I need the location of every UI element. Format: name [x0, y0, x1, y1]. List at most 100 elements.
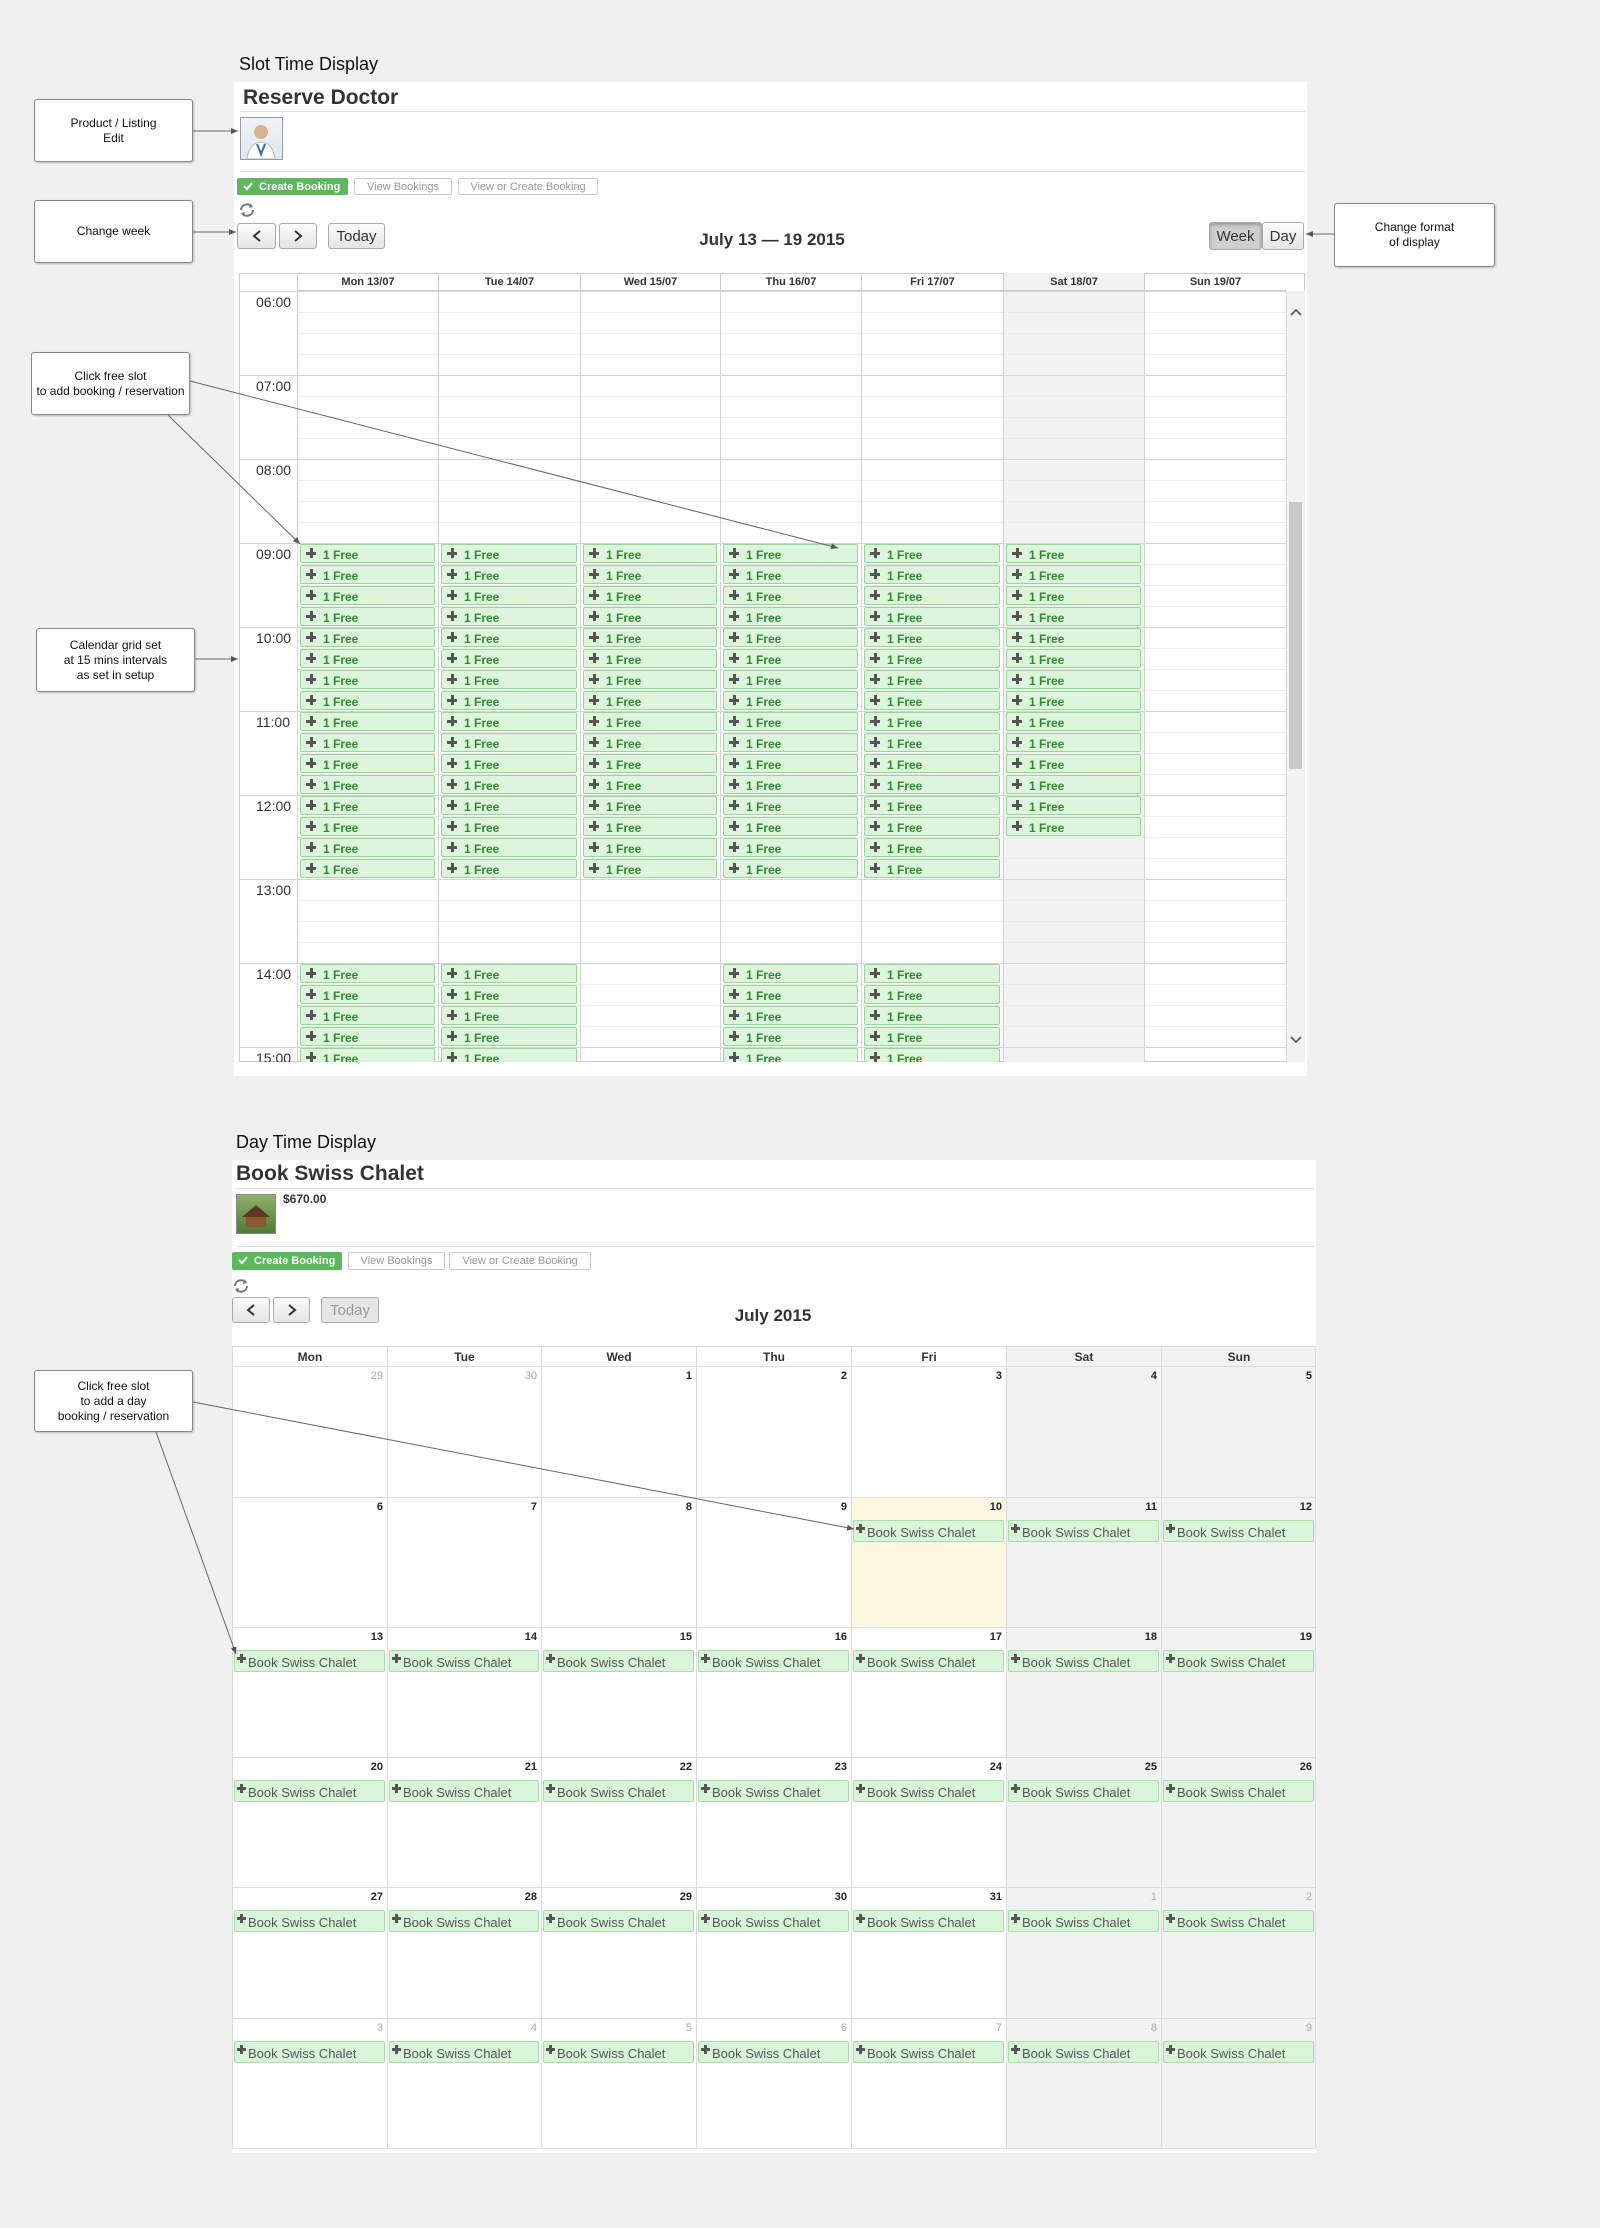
free-slot[interactable]: 1 Free [864, 565, 1000, 584]
free-slot[interactable]: 1 Free [723, 796, 858, 815]
free-slot[interactable]: 1 Free [864, 544, 1000, 563]
free-slot[interactable]: 1 Free [723, 838, 858, 857]
free-slot[interactable]: 1 Free [723, 733, 858, 752]
free-slot[interactable]: 1 Free [441, 649, 577, 668]
day-booking[interactable]: Book Swiss Chalet [389, 1910, 539, 1932]
day-booking[interactable]: Book Swiss Chalet [389, 1650, 539, 1672]
day-booking[interactable]: Book Swiss Chalet [389, 1780, 539, 1802]
free-slot[interactable]: 1 Free [300, 586, 435, 605]
day-booking[interactable]: Book Swiss Chalet [543, 1650, 694, 1672]
free-slot[interactable]: 1 Free [723, 628, 858, 647]
free-slot[interactable]: 1 Free [583, 565, 717, 584]
day-booking[interactable]: Book Swiss Chalet [1163, 1520, 1314, 1542]
free-slot[interactable]: 1 Free [864, 775, 1000, 794]
free-slot[interactable]: 1 Free [864, 964, 1000, 983]
free-slot[interactable]: 1 Free [441, 985, 577, 1004]
free-slot[interactable]: 1 Free [300, 964, 435, 983]
day-booking[interactable]: Book Swiss Chalet [853, 2041, 1004, 2063]
create-booking-button[interactable]: Create Booking [237, 178, 348, 195]
free-slot[interactable]: 1 Free [723, 649, 858, 668]
free-slot[interactable]: 1 Free [583, 628, 717, 647]
free-slot[interactable]: 1 Free [583, 817, 717, 836]
free-slot[interactable]: 1 Free [1006, 754, 1141, 773]
scroll-arrow[interactable] [1290, 308, 1302, 316]
free-slot[interactable]: 1 Free [441, 712, 577, 731]
free-slot[interactable]: 1 Free [864, 607, 1000, 626]
day-booking[interactable]: Book Swiss Chalet [1008, 1780, 1159, 1802]
free-slot[interactable]: 1 Free [441, 607, 577, 626]
free-slot[interactable]: 1 Free [864, 628, 1000, 647]
free-slot[interactable]: 1 Free [583, 796, 717, 815]
day-booking[interactable]: Book Swiss Chalet [234, 1910, 385, 1932]
free-slot[interactable]: 1 Free [1006, 733, 1141, 752]
free-slot[interactable]: 1 Free [300, 691, 435, 710]
free-slot[interactable]: 1 Free [723, 817, 858, 836]
free-slot[interactable]: 1 Free [300, 712, 435, 731]
next-button[interactable] [273, 1297, 310, 1323]
free-slot[interactable]: 1 Free [300, 544, 435, 563]
free-slot[interactable]: 1 Free [723, 985, 858, 1004]
free-slot[interactable]: 1 Free [300, 607, 435, 626]
free-slot[interactable]: 1 Free [300, 775, 435, 794]
free-slot[interactable]: 1 Free [723, 859, 858, 878]
free-slot[interactable]: 1 Free [300, 733, 435, 752]
free-slot[interactable]: 1 Free [583, 712, 717, 731]
day-booking[interactable]: Book Swiss Chalet [853, 1650, 1004, 1672]
day-booking[interactable]: Book Swiss Chalet [853, 1910, 1004, 1932]
free-slot[interactable]: 1 Free [300, 817, 435, 836]
day-booking[interactable]: Book Swiss Chalet [1008, 2041, 1159, 2063]
scroll-arrow[interactable] [1290, 1036, 1302, 1044]
free-slot[interactable]: 1 Free [441, 964, 577, 983]
free-slot[interactable]: 1 Free [864, 838, 1000, 857]
prev-button[interactable] [237, 223, 276, 249]
free-slot[interactable]: 1 Free [864, 649, 1000, 668]
free-slot[interactable]: 1 Free [300, 1027, 435, 1046]
create-booking-button[interactable]: Create Booking [232, 1252, 342, 1270]
free-slot[interactable]: 1 Free [583, 859, 717, 878]
free-slot[interactable]: 1 Free [441, 796, 577, 815]
refresh-icon[interactable] [238, 201, 256, 219]
free-slot[interactable]: 1 Free [1006, 817, 1141, 836]
free-slot[interactable]: 1 Free [300, 985, 435, 1004]
free-slot[interactable]: 1 Free [864, 733, 1000, 752]
free-slot[interactable]: 1 Free [441, 817, 577, 836]
free-slot[interactable]: 1 Free [864, 670, 1000, 689]
day-button[interactable]: Day [1262, 222, 1304, 250]
free-slot[interactable]: 1 Free [864, 754, 1000, 773]
free-slot[interactable]: 1 Free [723, 1048, 858, 1062]
free-slot[interactable]: 1 Free [723, 712, 858, 731]
view-bookings-button[interactable]: View Bookings [354, 178, 452, 195]
day-booking[interactable]: Book Swiss Chalet [1163, 1910, 1314, 1932]
free-slot[interactable]: 1 Free [864, 586, 1000, 605]
free-slot[interactable]: 1 Free [1006, 691, 1141, 710]
free-slot[interactable]: 1 Free [723, 691, 858, 710]
free-slot[interactable]: 1 Free [1006, 796, 1141, 815]
day-booking[interactable]: Book Swiss Chalet [234, 1650, 385, 1672]
free-slot[interactable]: 1 Free [1006, 607, 1141, 626]
free-slot[interactable]: 1 Free [583, 754, 717, 773]
free-slot[interactable]: 1 Free [441, 733, 577, 752]
day-booking[interactable]: Book Swiss Chalet [853, 1520, 1004, 1542]
free-slot[interactable]: 1 Free [864, 1027, 1000, 1046]
next-button[interactable] [279, 223, 317, 249]
day-booking[interactable]: Book Swiss Chalet [698, 1650, 849, 1672]
free-slot[interactable]: 1 Free [300, 796, 435, 815]
free-slot[interactable]: 1 Free [723, 565, 858, 584]
free-slot[interactable]: 1 Free [583, 649, 717, 668]
prev-button[interactable] [232, 1297, 270, 1323]
day-booking[interactable]: Book Swiss Chalet [1163, 1780, 1314, 1802]
free-slot[interactable]: 1 Free [441, 859, 577, 878]
product-title[interactable]: Book Swiss Chalet [236, 1162, 424, 1185]
free-slot[interactable]: 1 Free [441, 544, 577, 563]
free-slot[interactable]: 1 Free [300, 670, 435, 689]
scrollbar-thumb[interactable] [1289, 502, 1302, 769]
free-slot[interactable]: 1 Free [723, 544, 858, 563]
refresh-icon[interactable] [232, 1277, 250, 1295]
free-slot[interactable]: 1 Free [441, 628, 577, 647]
free-slot[interactable]: 1 Free [864, 985, 1000, 1004]
free-slot[interactable]: 1 Free [723, 754, 858, 773]
week-button[interactable]: Week [1209, 222, 1262, 250]
free-slot[interactable]: 1 Free [300, 649, 435, 668]
free-slot[interactable]: 1 Free [441, 691, 577, 710]
free-slot[interactable]: 1 Free [441, 670, 577, 689]
